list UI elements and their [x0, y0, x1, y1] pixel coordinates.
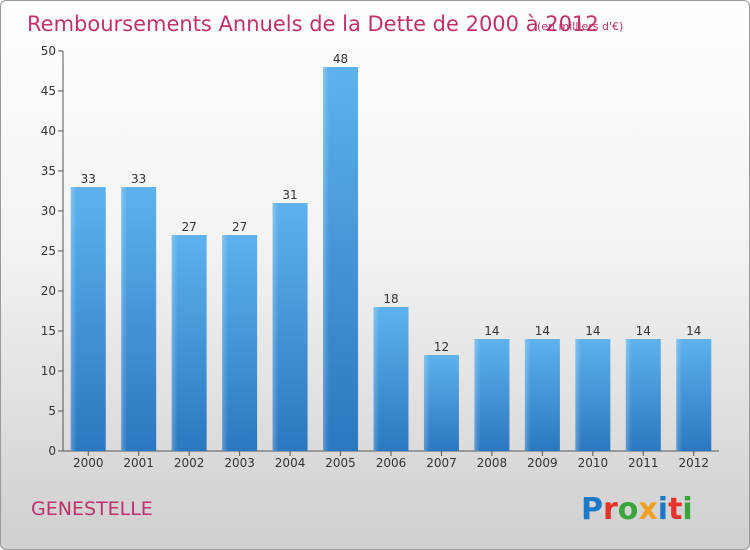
chart-title: Remboursements Annuels de la Dette de 20…: [27, 12, 599, 36]
x-tick-label-2000: 2000: [73, 456, 104, 470]
data-label-2002: 27: [182, 220, 197, 234]
bar-highlight: [171, 235, 178, 451]
bars: 33 33 27 27 31 48 18 12 14 14 14 14 14: [70, 52, 712, 451]
y-tick-label: 30: [41, 204, 56, 218]
x-tick-label-2009: 2009: [527, 456, 558, 470]
bar-highlight: [575, 339, 582, 451]
logo-text: Proxiti: [581, 492, 693, 527]
x-tick-label-2010: 2010: [578, 456, 609, 470]
y-tick-label: 35: [41, 164, 56, 178]
bar-highlight: [373, 307, 380, 451]
data-label-2010: 14: [585, 324, 600, 338]
data-label-2008: 14: [484, 324, 499, 338]
bar-highlight: [222, 235, 229, 451]
y-tick-label: 10: [41, 364, 56, 378]
x-tick-label-2006: 2006: [376, 456, 407, 470]
x-tick-label-2005: 2005: [325, 456, 356, 470]
chart-unit: (en milliers d'€): [537, 20, 623, 33]
data-label-2005: 48: [333, 52, 348, 66]
y-ticks: 0 5 10 15 20 25 30 35 40 45 50: [41, 44, 63, 458]
y-tick-label: 15: [41, 324, 56, 338]
y-tick-label: 0: [48, 444, 56, 458]
bar-highlight: [70, 187, 77, 451]
bar-highlight: [272, 203, 279, 451]
bar-highlight: [524, 339, 531, 451]
x-tick-label-2012: 2012: [678, 456, 709, 470]
y-tick-label: 5: [48, 404, 56, 418]
data-label-2001: 33: [131, 172, 146, 186]
x-tick-label-2008: 2008: [477, 456, 508, 470]
data-label-2004: 31: [282, 188, 297, 202]
x-ticks: 2000 2001 2002 2003 2004 2005 2006 2007 2008 2009…: [73, 451, 709, 470]
bar-highlight: [121, 187, 128, 451]
y-tick-label: 40: [41, 124, 56, 138]
bar-highlight: [625, 339, 632, 451]
data-label-2003: 27: [232, 220, 247, 234]
bar-highlight: [423, 355, 430, 451]
x-tick-label-2007: 2007: [426, 456, 457, 470]
y-tick-label: 45: [41, 84, 56, 98]
proxiti-logo: Proxiti: [581, 492, 693, 527]
x-tick-label-2001: 2001: [123, 456, 154, 470]
y-tick-label: 20: [41, 284, 56, 298]
data-label-2000: 33: [81, 172, 96, 186]
commune-name: GENESTELLE: [31, 498, 153, 520]
data-label-2009: 14: [535, 324, 550, 338]
data-label-2007: 12: [434, 340, 449, 354]
x-tick-label-2002: 2002: [174, 456, 205, 470]
bar-highlight: [323, 67, 330, 451]
data-label-2012: 14: [686, 324, 701, 338]
x-tick-label-2011: 2011: [628, 456, 659, 470]
y-tick-label: 25: [41, 244, 56, 258]
bar-highlight: [474, 339, 481, 451]
x-tick-label-2004: 2004: [275, 456, 306, 470]
x-tick-label-2003: 2003: [224, 456, 255, 470]
data-label-2011: 14: [636, 324, 651, 338]
data-label-2006: 18: [383, 292, 398, 306]
bar-highlight: [676, 339, 683, 451]
y-tick-label: 50: [41, 44, 56, 58]
